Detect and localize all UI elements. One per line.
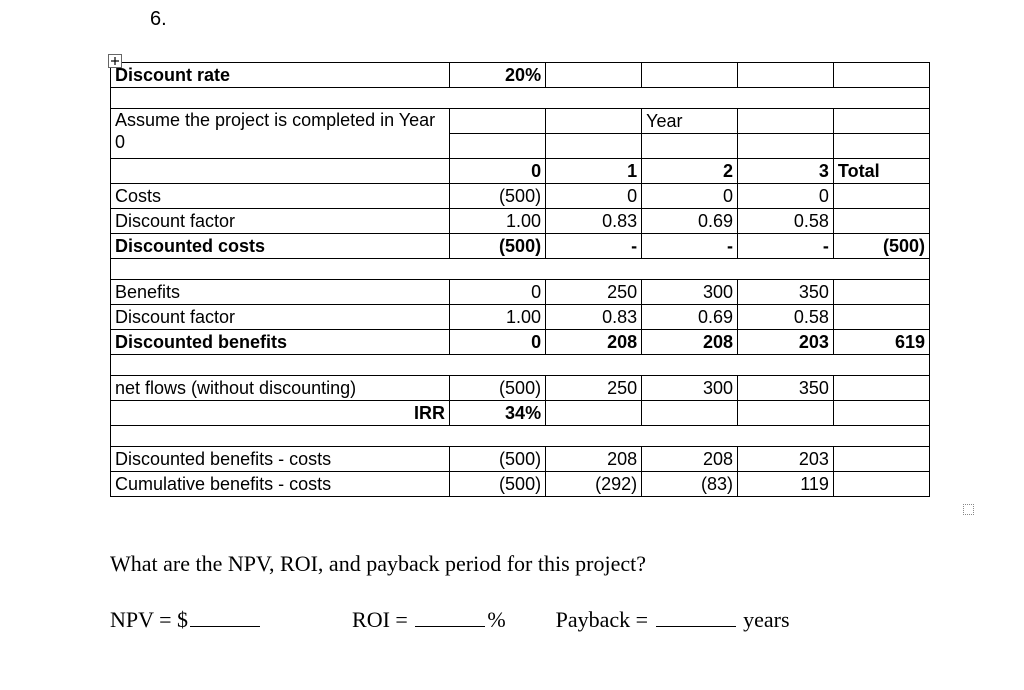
cbc-2: (83) — [642, 472, 738, 497]
cum-bc-label: Cumulative benefits - costs — [111, 472, 450, 497]
disc-factor-c-label: Discount factor — [111, 209, 450, 234]
cbc-1: (292) — [546, 472, 642, 497]
roi-label: ROI = — [352, 607, 408, 632]
cell-empty — [546, 134, 642, 159]
cell-empty — [642, 401, 738, 426]
discount-rate-value: 20% — [450, 63, 546, 88]
dc-0: (500) — [450, 234, 546, 259]
benefits-label: Benefits — [111, 280, 450, 305]
db-minus-c-label: Discounted benefits - costs — [111, 447, 450, 472]
payback-blank[interactable] — [656, 608, 736, 627]
total-header: Total — [833, 159, 929, 184]
financial-table: Discount rate 20% Assume the project is … — [110, 62, 930, 497]
year-2: 2 — [642, 159, 738, 184]
npv-blank[interactable] — [190, 608, 260, 627]
payback-unit: years — [743, 607, 789, 632]
costs-3: 0 — [738, 184, 834, 209]
cell-empty — [833, 376, 929, 401]
dfc-3: 0.58 — [738, 209, 834, 234]
year-label: Year — [642, 109, 738, 134]
nf-0: (500) — [450, 376, 546, 401]
costs-1: 0 — [546, 184, 642, 209]
cell-empty — [450, 109, 546, 134]
db-1: 208 — [546, 330, 642, 355]
dc-total: (500) — [833, 234, 929, 259]
cell-empty — [833, 63, 929, 88]
db-2: 208 — [642, 330, 738, 355]
dfb-1: 0.83 — [546, 305, 642, 330]
cell-empty — [738, 63, 834, 88]
nf-1: 250 — [546, 376, 642, 401]
cell-empty — [833, 280, 929, 305]
cell-empty — [642, 63, 738, 88]
dfb-2: 0.69 — [642, 305, 738, 330]
irr-value: 34% — [450, 401, 546, 426]
year-3: 3 — [738, 159, 834, 184]
dfc-2: 0.69 — [642, 209, 738, 234]
year-1: 1 — [546, 159, 642, 184]
dfc-1: 0.83 — [546, 209, 642, 234]
roi-blank[interactable] — [415, 608, 485, 627]
costs-label: Costs — [111, 184, 450, 209]
costs-0: (500) — [450, 184, 546, 209]
answer-line: NPV = $ ROI = % Payback = years — [110, 607, 964, 633]
cbc-3: 119 — [738, 472, 834, 497]
question-number: 6. — [150, 8, 167, 31]
b-2: 300 — [642, 280, 738, 305]
dfb-0: 1.00 — [450, 305, 546, 330]
cell-empty — [738, 109, 834, 134]
cell-empty — [833, 447, 929, 472]
dc-1: - — [546, 234, 642, 259]
netflows-label: net flows (without discounting) — [111, 376, 450, 401]
cell-empty — [833, 184, 929, 209]
cell-empty — [450, 134, 546, 159]
assume-text: Assume the project is completed in Year … — [111, 109, 450, 159]
cell-empty — [833, 472, 929, 497]
cell-empty — [642, 134, 738, 159]
nf-3: 350 — [738, 376, 834, 401]
year-0: 0 — [450, 159, 546, 184]
cell-empty — [833, 209, 929, 234]
cell-empty — [738, 134, 834, 159]
discount-rate-label: Discount rate — [111, 63, 450, 88]
dbc-2: 208 — [642, 447, 738, 472]
cell-empty — [833, 305, 929, 330]
irr-label: IRR — [111, 401, 450, 426]
cbc-0: (500) — [450, 472, 546, 497]
dfc-0: 1.00 — [450, 209, 546, 234]
dc-2: - — [642, 234, 738, 259]
dc-3: - — [738, 234, 834, 259]
db-3: 203 — [738, 330, 834, 355]
db-0: 0 — [450, 330, 546, 355]
cell-empty — [546, 109, 642, 134]
dbc-0: (500) — [450, 447, 546, 472]
cell-empty — [546, 63, 642, 88]
disc-costs-label: Discounted costs — [111, 234, 450, 259]
cell-empty — [833, 109, 929, 134]
resize-handle-icon[interactable] — [963, 504, 974, 515]
expand-icon[interactable] — [108, 54, 122, 68]
cell-empty — [738, 401, 834, 426]
cell-empty — [111, 159, 450, 184]
nf-2: 300 — [642, 376, 738, 401]
cell-empty — [833, 134, 929, 159]
dbc-1: 208 — [546, 447, 642, 472]
cell-empty — [833, 401, 929, 426]
npv-label: NPV = $ — [110, 607, 188, 632]
roi-unit: % — [487, 607, 505, 632]
disc-benefits-label: Discounted benefits — [111, 330, 450, 355]
b-0: 0 — [450, 280, 546, 305]
disc-factor-b-label: Discount factor — [111, 305, 450, 330]
costs-2: 0 — [642, 184, 738, 209]
question-text: What are the NPV, ROI, and payback perio… — [110, 551, 964, 577]
db-total: 619 — [833, 330, 929, 355]
payback-label: Payback = — [556, 607, 648, 632]
dbc-3: 203 — [738, 447, 834, 472]
b-3: 350 — [738, 280, 834, 305]
cell-empty — [546, 401, 642, 426]
dfb-3: 0.58 — [738, 305, 834, 330]
b-1: 250 — [546, 280, 642, 305]
